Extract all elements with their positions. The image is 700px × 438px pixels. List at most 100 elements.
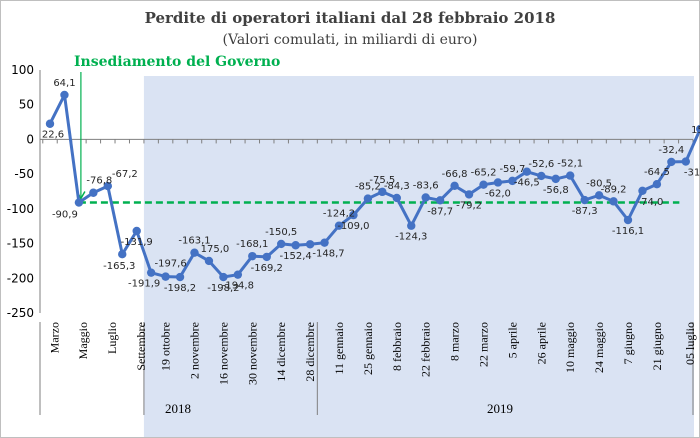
data-label: -169,2 [251, 263, 283, 274]
year-label: 2019 [487, 401, 513, 416]
data-point [551, 174, 560, 184]
data-label: -131,9 [121, 237, 153, 248]
data-point [233, 270, 243, 279]
data-label: -148,7 [312, 249, 344, 260]
x-tick-label: Marzo [47, 322, 61, 353]
x-tick-label: Luglio [105, 322, 119, 354]
data-label: -67,2 [112, 169, 138, 180]
data-point [262, 252, 271, 262]
data-point [74, 198, 84, 207]
data-label: -194,8 [222, 281, 254, 292]
x-tick-label: 8 marzo [448, 322, 462, 361]
x-tick-label: 30 novembre [245, 322, 259, 385]
data-label: -168,1 [236, 239, 268, 250]
x-tick-label: 8 febbraio [390, 322, 404, 371]
data-label: -87,7 [427, 206, 453, 217]
x-tick-label: 25 gennaio [361, 322, 375, 375]
data-label: -198,2 [207, 283, 239, 294]
year-label: 2018 [165, 401, 191, 416]
data-label: -56,8 [543, 185, 569, 196]
data-point [594, 191, 604, 200]
data-label: -152,4 [280, 251, 312, 262]
data-point [45, 119, 55, 128]
data-point [392, 193, 401, 203]
data-label: -52,1 [557, 159, 583, 170]
data-point [681, 157, 690, 166]
data-point [132, 226, 141, 236]
x-tick-label: 7 giugno [621, 322, 635, 364]
data-label: -83,6 [413, 180, 439, 191]
data-label: 22,6 [42, 130, 64, 141]
data-label: -124,2 [323, 209, 355, 220]
chart-subtitle: (Valori comulati, in miliardi di euro) [223, 32, 478, 48]
government-period-shading [143, 76, 695, 437]
data-label: -116,1 [612, 226, 644, 237]
data-point [435, 196, 445, 205]
data-label: -85,2 [355, 182, 381, 193]
x-tick-label: 28 dicembre [303, 322, 317, 382]
x-tick-label: 2 novembre [188, 322, 202, 379]
data-point [363, 194, 373, 203]
data-label: -198,2 [164, 283, 196, 294]
data-point [305, 240, 315, 249]
x-tick-label: 22 febbraio [419, 322, 433, 377]
y-axis-ticks: 100 50 0 -50 -100 -150 -200 -250 [7, 63, 34, 320]
y-tick-label: -250 [7, 306, 34, 320]
data-point [161, 272, 170, 281]
data-label: -109,0 [337, 221, 369, 232]
data-label: -191,9 [128, 279, 160, 290]
data-label: -65,2 [471, 168, 497, 179]
data-point [493, 178, 503, 187]
x-tick-label: 5 aprile [505, 322, 519, 358]
x-tick-label: 11 gennaio [332, 322, 346, 375]
data-point [349, 210, 358, 220]
data-labels: 22,6 64,1 -90,9 -76,8-67,2 -165,3 -131,9 -191,… [42, 78, 700, 294]
data-label: -150,5 [265, 227, 297, 238]
y-tick-label: 0 [26, 132, 34, 146]
data-label: -75,5 [369, 175, 395, 186]
x-tick-label: 10 maggio [563, 322, 577, 373]
data-point [623, 215, 633, 225]
data-point [464, 190, 474, 199]
x-tick-label: Settembre [134, 322, 148, 371]
data-point [580, 195, 589, 205]
x-tick-label: 24 maggio [592, 322, 606, 373]
data-point [334, 221, 344, 230]
data-label: -32,4 [658, 145, 684, 156]
data-point [421, 193, 430, 202]
y-tick-label: -150 [7, 237, 34, 251]
data-point [320, 238, 329, 247]
data-label: 175,0 [201, 244, 230, 255]
y-tick-label: 50 [19, 98, 34, 112]
chart-title: Perdite di operatori italiani dal 28 feb… [145, 9, 556, 27]
data-label: -59,7 [499, 164, 525, 175]
data-point [522, 167, 532, 176]
data-label: -197,6 [154, 259, 186, 270]
x-tick-label: 14 dicembre [274, 322, 288, 382]
data-point [89, 188, 98, 197]
data-point [248, 251, 257, 261]
data-point [60, 90, 69, 100]
data-label: -74,0 [638, 197, 664, 208]
x-axis-ticks: Marzo Maggio Luglio Settembre 19 ottobre 2 no… [47, 322, 697, 385]
data-point [219, 272, 228, 282]
data-label: -64,5 [644, 167, 670, 178]
government-annotation-label: Insediamento del Governo [74, 54, 280, 70]
x-tick-label: 19 ottobre [159, 322, 173, 371]
data-point [204, 256, 214, 266]
data-label: -80,5 [586, 178, 612, 189]
y-tick-label: 100 [11, 63, 34, 77]
data-point [407, 221, 416, 230]
x-tick-label: 21 giugno [650, 322, 664, 370]
year-labels: 2018 2019 [165, 401, 513, 416]
y-tick-label: -200 [7, 271, 34, 285]
x-tick-label: 16 novembre [216, 322, 230, 385]
data-point [638, 186, 647, 196]
data-label: -163,1 [178, 236, 210, 247]
government-annotation: Insediamento del Governo [74, 54, 280, 201]
data-point [277, 239, 286, 249]
axes [39, 70, 694, 415]
data-label: 64,1 [53, 78, 75, 89]
x-tick-label: 05 luglio [683, 322, 697, 365]
